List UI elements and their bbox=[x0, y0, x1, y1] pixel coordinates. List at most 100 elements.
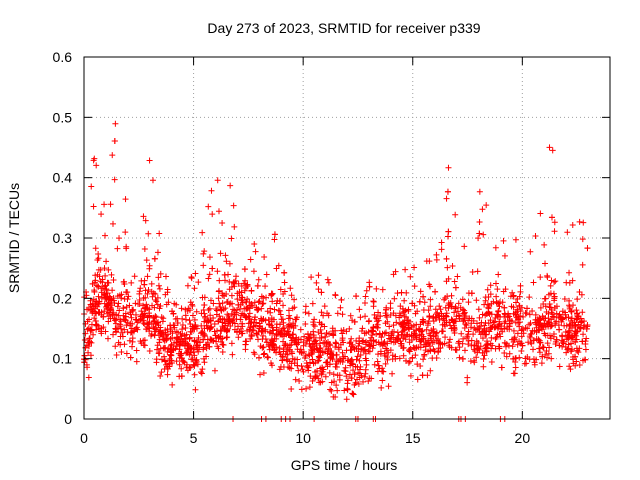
data-point bbox=[384, 356, 391, 363]
data-point bbox=[199, 294, 206, 301]
data-point bbox=[453, 313, 460, 320]
data-point bbox=[560, 340, 567, 347]
data-point bbox=[105, 296, 112, 303]
data-point bbox=[361, 373, 368, 380]
data-point bbox=[304, 330, 311, 337]
data-point bbox=[332, 292, 339, 299]
data-point bbox=[271, 231, 278, 238]
data-point bbox=[474, 268, 481, 275]
data-point bbox=[445, 228, 452, 235]
data-point bbox=[515, 315, 522, 322]
data-point bbox=[501, 320, 508, 327]
data-point bbox=[179, 315, 186, 322]
data-point bbox=[335, 344, 342, 351]
data-point bbox=[102, 272, 109, 279]
data-point bbox=[124, 296, 131, 303]
data-point bbox=[413, 327, 420, 334]
data-point bbox=[133, 347, 140, 354]
data-point bbox=[484, 301, 491, 308]
data-point bbox=[178, 373, 185, 380]
data-point bbox=[157, 270, 164, 277]
data-point bbox=[186, 307, 193, 314]
data-point bbox=[176, 341, 183, 348]
data-point bbox=[357, 363, 364, 370]
data-point bbox=[320, 312, 327, 319]
data-point bbox=[191, 371, 198, 378]
data-point bbox=[339, 337, 346, 344]
data-point bbox=[286, 332, 293, 339]
data-point bbox=[514, 308, 521, 315]
data-point bbox=[259, 336, 266, 343]
data-point bbox=[374, 324, 381, 331]
data-point bbox=[366, 348, 373, 355]
data-point bbox=[222, 252, 229, 259]
data-point bbox=[347, 312, 354, 319]
data-point bbox=[187, 345, 194, 352]
data-point bbox=[264, 353, 271, 360]
data-point bbox=[313, 279, 320, 286]
data-point bbox=[566, 303, 573, 310]
data-point bbox=[581, 356, 588, 363]
data-point bbox=[316, 354, 323, 361]
data-point bbox=[527, 331, 534, 338]
data-point bbox=[427, 283, 434, 290]
data-point bbox=[148, 280, 155, 287]
data-point bbox=[407, 372, 414, 379]
data-point bbox=[505, 310, 512, 317]
data-point bbox=[568, 332, 575, 339]
data-point bbox=[211, 328, 218, 335]
data-point bbox=[329, 356, 336, 363]
data-point bbox=[259, 327, 266, 334]
data-point bbox=[426, 313, 433, 320]
data-point bbox=[123, 304, 130, 311]
data-point bbox=[297, 336, 304, 343]
data-point bbox=[169, 330, 176, 337]
data-point bbox=[226, 316, 233, 323]
data-point bbox=[400, 335, 407, 342]
data-point bbox=[203, 322, 210, 329]
data-point bbox=[325, 346, 332, 353]
data-point bbox=[99, 276, 106, 283]
data-point bbox=[273, 332, 280, 339]
data-point bbox=[228, 235, 235, 242]
data-point bbox=[304, 363, 311, 370]
data-point bbox=[179, 322, 186, 329]
data-point bbox=[309, 300, 316, 307]
data-point bbox=[348, 335, 355, 342]
data-point bbox=[89, 280, 96, 287]
data-point bbox=[123, 322, 130, 329]
data-point bbox=[480, 363, 487, 370]
data-point bbox=[144, 273, 151, 280]
data-point bbox=[178, 305, 185, 312]
data-point bbox=[342, 368, 349, 375]
data-point bbox=[105, 313, 112, 320]
data-point bbox=[217, 333, 224, 340]
data-point bbox=[438, 328, 445, 335]
data-point bbox=[136, 300, 143, 307]
data-point bbox=[101, 265, 108, 272]
data-point bbox=[116, 307, 123, 314]
data-point bbox=[457, 304, 464, 311]
data-point bbox=[508, 318, 515, 325]
data-point bbox=[459, 310, 466, 317]
data-point bbox=[333, 351, 340, 358]
data-point bbox=[199, 229, 206, 236]
data-point bbox=[279, 357, 286, 364]
data-point bbox=[398, 289, 405, 296]
data-point bbox=[479, 349, 486, 356]
data-point bbox=[206, 271, 213, 278]
data-point bbox=[121, 281, 128, 288]
data-point bbox=[127, 354, 134, 361]
data-point bbox=[394, 290, 401, 297]
data-point bbox=[103, 285, 110, 292]
data-point bbox=[219, 341, 226, 348]
data-point bbox=[146, 262, 153, 269]
data-point bbox=[191, 362, 198, 369]
data-point bbox=[355, 381, 362, 388]
data-point bbox=[358, 372, 365, 379]
data-point bbox=[164, 348, 171, 355]
data-point bbox=[579, 309, 586, 316]
data-point bbox=[519, 342, 526, 349]
data-point bbox=[530, 337, 537, 344]
data-point bbox=[214, 268, 221, 275]
